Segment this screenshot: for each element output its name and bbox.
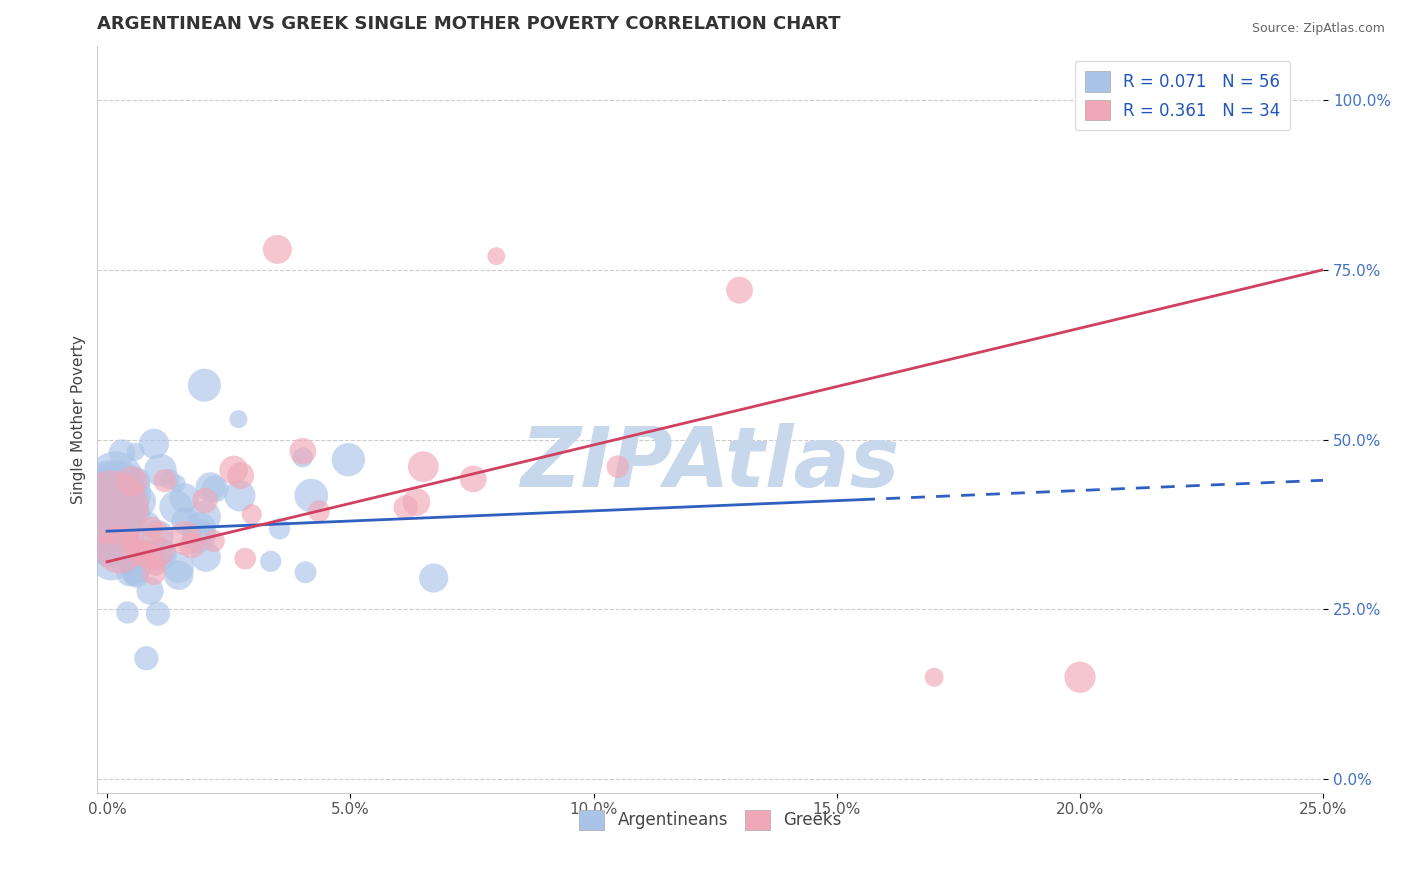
Point bbox=[269, 522, 291, 536]
Point bbox=[299, 489, 322, 503]
Point bbox=[167, 560, 190, 574]
Point bbox=[153, 474, 176, 488]
Point bbox=[129, 547, 152, 561]
Point bbox=[139, 549, 162, 564]
Point bbox=[422, 571, 444, 585]
Point bbox=[173, 491, 195, 505]
Point bbox=[101, 487, 124, 501]
Point bbox=[405, 495, 427, 509]
Point bbox=[204, 482, 226, 496]
Point bbox=[121, 475, 143, 489]
Point bbox=[922, 670, 945, 684]
Point bbox=[229, 489, 252, 503]
Point bbox=[117, 606, 139, 620]
Point bbox=[728, 283, 751, 297]
Point bbox=[138, 516, 160, 530]
Point bbox=[127, 506, 149, 520]
Point bbox=[142, 549, 165, 563]
Point bbox=[229, 468, 252, 483]
Point bbox=[260, 554, 283, 568]
Point bbox=[200, 480, 222, 494]
Point bbox=[233, 551, 256, 566]
Text: ARGENTINEAN VS GREEK SINGLE MOTHER POVERTY CORRELATION CHART: ARGENTINEAN VS GREEK SINGLE MOTHER POVER… bbox=[97, 15, 841, 33]
Point bbox=[128, 494, 150, 508]
Point bbox=[104, 472, 127, 486]
Point bbox=[149, 547, 172, 561]
Legend: Argentineans, Greeks: Argentineans, Greeks bbox=[572, 803, 848, 837]
Point bbox=[194, 549, 217, 564]
Point bbox=[165, 500, 187, 514]
Point bbox=[101, 500, 124, 515]
Point bbox=[101, 534, 124, 549]
Point bbox=[98, 517, 121, 532]
Point bbox=[101, 500, 124, 515]
Point bbox=[152, 544, 174, 558]
Point bbox=[141, 520, 163, 534]
Point bbox=[127, 474, 149, 488]
Y-axis label: Single Mother Poverty: Single Mother Poverty bbox=[72, 334, 86, 504]
Point bbox=[240, 507, 263, 521]
Point bbox=[122, 504, 145, 518]
Point bbox=[291, 444, 314, 458]
Point bbox=[187, 529, 209, 543]
Point bbox=[485, 249, 508, 263]
Point bbox=[166, 476, 188, 491]
Point bbox=[139, 584, 162, 599]
Point bbox=[337, 452, 360, 467]
Point bbox=[266, 243, 288, 257]
Text: ZIPAtlas: ZIPAtlas bbox=[520, 424, 900, 505]
Point bbox=[193, 378, 215, 392]
Point bbox=[159, 472, 181, 486]
Point bbox=[222, 463, 245, 477]
Point bbox=[181, 539, 204, 553]
Point bbox=[149, 463, 172, 477]
Point bbox=[194, 493, 217, 508]
Point bbox=[146, 607, 169, 621]
Point bbox=[291, 450, 314, 465]
Point bbox=[101, 521, 124, 535]
Point bbox=[132, 543, 155, 558]
Point bbox=[100, 550, 122, 565]
Point bbox=[188, 521, 211, 535]
Point bbox=[294, 566, 316, 580]
Point bbox=[108, 542, 131, 557]
Point bbox=[463, 472, 485, 486]
Point bbox=[167, 568, 190, 582]
Point bbox=[194, 509, 217, 524]
Point bbox=[145, 559, 167, 574]
Point bbox=[174, 514, 197, 528]
Point bbox=[101, 527, 124, 541]
Point bbox=[127, 535, 149, 549]
Point bbox=[98, 478, 121, 492]
Point bbox=[108, 486, 131, 500]
Point bbox=[124, 566, 146, 580]
Point bbox=[606, 459, 628, 474]
Point bbox=[308, 504, 330, 518]
Point bbox=[412, 459, 434, 474]
Point bbox=[148, 545, 170, 559]
Point bbox=[202, 533, 225, 548]
Point bbox=[118, 566, 141, 581]
Point bbox=[111, 445, 134, 459]
Text: Source: ZipAtlas.com: Source: ZipAtlas.com bbox=[1251, 22, 1385, 36]
Point bbox=[118, 539, 141, 553]
Point bbox=[148, 525, 170, 540]
Point bbox=[101, 514, 124, 528]
Point bbox=[146, 529, 169, 543]
Point bbox=[174, 531, 197, 545]
Point bbox=[125, 568, 148, 582]
Point bbox=[118, 512, 141, 526]
Point bbox=[143, 436, 166, 450]
Point bbox=[135, 651, 157, 665]
Point bbox=[124, 444, 146, 458]
Point bbox=[395, 500, 418, 515]
Point bbox=[125, 560, 148, 574]
Point bbox=[142, 566, 165, 581]
Point bbox=[228, 412, 250, 426]
Point bbox=[1069, 670, 1091, 684]
